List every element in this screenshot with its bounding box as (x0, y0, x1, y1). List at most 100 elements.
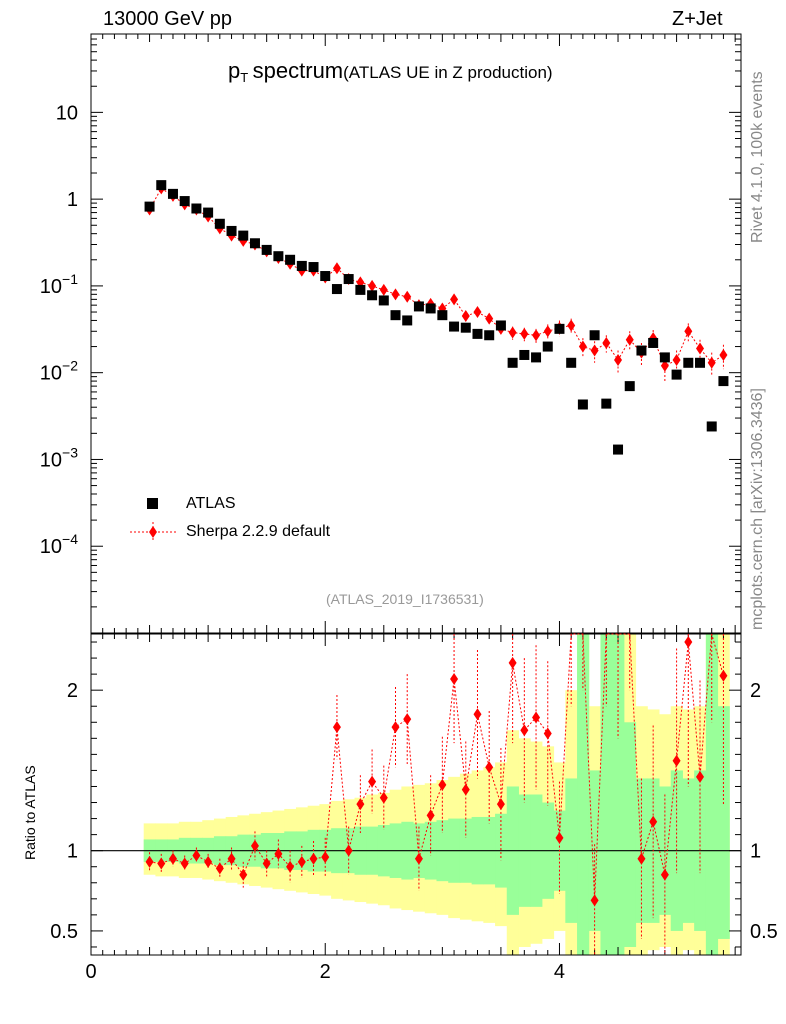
ratio-band-inner (705, 634, 719, 955)
atlas-point (659, 352, 670, 363)
x-tick-label: 0 (85, 961, 96, 983)
energy-label: 13000 GeV pp (103, 8, 232, 30)
atlas-point (261, 244, 272, 255)
x-tick-label: 4 (554, 961, 565, 983)
sherpa-point (543, 325, 552, 338)
sherpa-point (672, 354, 681, 367)
ratio-point (321, 851, 330, 864)
mcplots-label: mcplots.cern.ch [arXiv:1306.3436] (749, 388, 766, 630)
atlas-point (285, 254, 296, 265)
ratio-point (414, 852, 423, 865)
atlas-point (683, 357, 694, 368)
ratio-point (485, 761, 494, 774)
x-tick-label: 2 (320, 961, 331, 983)
atlas-point (367, 290, 378, 301)
main-frame (90, 33, 742, 634)
sherpa-point (602, 336, 611, 349)
sherpa-point (332, 262, 341, 275)
ratio-point (532, 711, 541, 724)
ratio-point (204, 855, 213, 868)
analysis-id: (ATLAS_2019_I1736531) (326, 591, 484, 607)
sherpa-point (403, 290, 412, 303)
ratio-point (239, 868, 248, 881)
ratio-point (227, 852, 236, 865)
title-p: p (228, 58, 241, 83)
ratio-line (149, 633, 724, 901)
title-t: T (240, 70, 249, 86)
ratio-point (426, 809, 435, 822)
ratio-point (332, 721, 341, 734)
ratio-point (555, 831, 564, 844)
y-tick-label: 10−2 (40, 358, 78, 385)
atlas-point (589, 330, 600, 341)
atlas-point (437, 310, 448, 321)
atlas-point (577, 399, 588, 410)
atlas-point (718, 376, 729, 387)
atlas-point (554, 323, 565, 334)
atlas-point (566, 357, 577, 368)
ratio-point (660, 868, 669, 881)
ratio-point (649, 815, 658, 828)
ratio-y-tick-label-right: 2 (750, 680, 761, 702)
ratio-point (520, 724, 529, 737)
sherpa-point (461, 310, 470, 323)
sherpa-point (567, 319, 576, 332)
atlas-point (144, 201, 155, 212)
y-tick-label: 10−4 (40, 531, 78, 558)
ratio-band-inner (623, 722, 637, 947)
sherpa-point (485, 312, 494, 325)
ratio-y-axis-label: Ratio to ATLAS (22, 765, 38, 860)
ratio-point (368, 775, 377, 788)
ratio-point (215, 862, 224, 875)
atlas-point (613, 444, 624, 455)
title-main: spectrum (252, 58, 344, 83)
ratio-frame (90, 633, 742, 956)
atlas-point (695, 357, 706, 368)
ratio-point (438, 778, 447, 791)
atlas-point (460, 322, 471, 333)
ratio-point (250, 839, 259, 852)
atlas-point (671, 369, 682, 380)
sherpa-point (614, 354, 623, 367)
atlas-point (156, 180, 167, 191)
ratio-point (496, 798, 505, 811)
atlas-point (542, 341, 553, 352)
sherpa-point (532, 329, 541, 342)
atlas-point (273, 251, 284, 262)
title-sub: (ATLAS UE in Z production) (343, 63, 553, 82)
process-label: Z+Jet (672, 8, 723, 30)
atlas-point (636, 345, 647, 356)
ratio-point (696, 770, 705, 783)
legend-atlas-label: ATLAS (186, 495, 236, 512)
atlas-point (706, 421, 717, 432)
sherpa-line (149, 187, 724, 367)
ratio-point (379, 791, 388, 804)
atlas-point (601, 398, 612, 409)
atlas-point (238, 230, 249, 241)
atlas-point (378, 295, 389, 306)
ratio-point (543, 727, 552, 740)
atlas-point (449, 321, 460, 332)
ratio-point (262, 857, 271, 870)
ratio-point (391, 721, 400, 734)
ratio-point (157, 857, 166, 870)
sherpa-point (508, 326, 517, 339)
atlas-point (179, 196, 190, 207)
sherpa-point (450, 293, 459, 306)
sherpa-point (625, 333, 634, 346)
atlas-point (226, 225, 237, 236)
ratio-band-inner (717, 706, 730, 939)
atlas-point (425, 303, 436, 314)
ratio-point (286, 860, 295, 873)
ratio-point (590, 894, 599, 907)
atlas-point (308, 262, 319, 273)
sherpa-point (696, 342, 705, 355)
ratio-y-tick-label-right: 0.5 (750, 921, 778, 943)
ratio-point (684, 636, 693, 649)
ratio-point (637, 852, 646, 865)
atlas-point (167, 188, 178, 199)
atlas-point (648, 337, 659, 348)
chart-title: pT spectrum(ATLAS UE in Z production) (228, 58, 553, 85)
ratio-point (344, 844, 353, 857)
